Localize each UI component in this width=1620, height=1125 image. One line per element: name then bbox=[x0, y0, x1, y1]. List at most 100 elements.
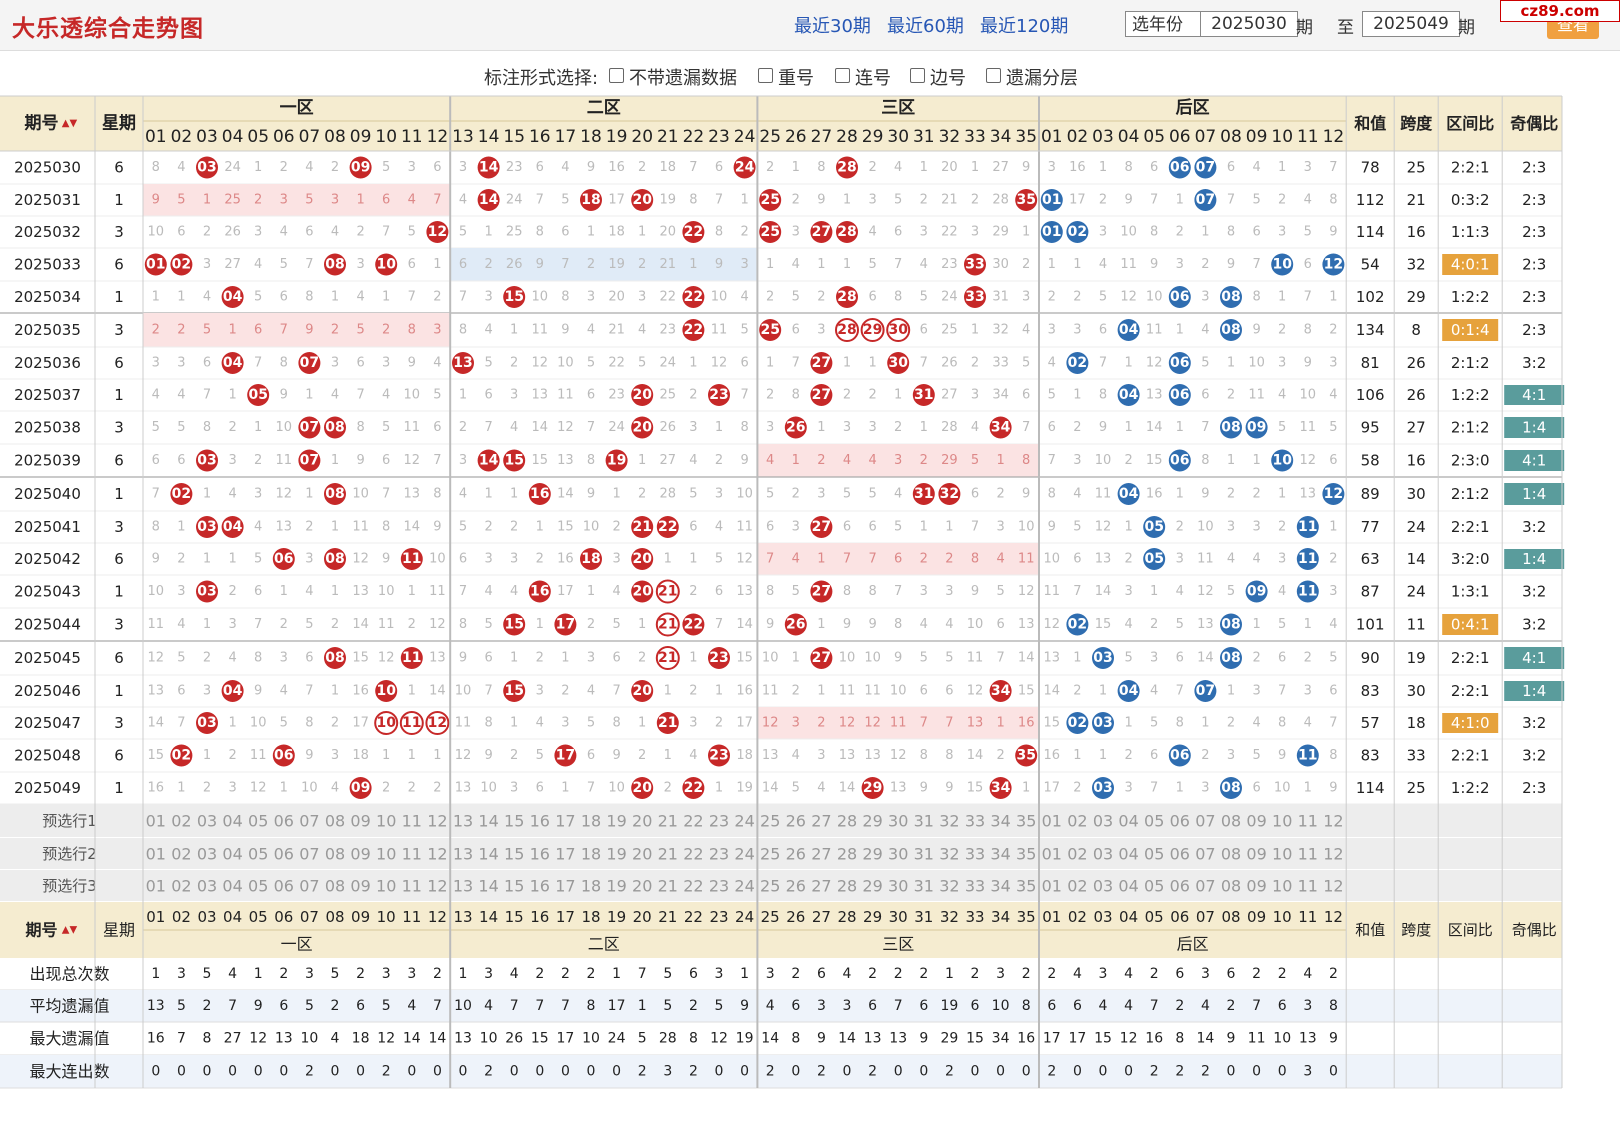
week-cell: 3 bbox=[114, 223, 124, 241]
miss-value: 5 bbox=[382, 160, 390, 175]
number-header: 18 bbox=[581, 908, 600, 926]
miss-value: 4 bbox=[1073, 487, 1081, 502]
recent-30-link[interactable]: 最近30期 bbox=[794, 16, 871, 37]
stats-value: 8 bbox=[689, 1031, 698, 1047]
front-ball bbox=[989, 680, 1012, 702]
drawn-number: 07 bbox=[300, 355, 319, 371]
miss-value: 1 bbox=[177, 781, 185, 796]
miss-value: 4 bbox=[1252, 552, 1260, 567]
miss-value: 10 bbox=[1120, 225, 1137, 240]
stats-value: 0 bbox=[1278, 1064, 1287, 1080]
back-ball bbox=[1092, 647, 1114, 669]
stats-value: 3 bbox=[1099, 966, 1108, 982]
miss-value: 27 bbox=[941, 388, 958, 403]
miss-value: 9 bbox=[433, 520, 441, 535]
miss-value: 2 bbox=[1252, 487, 1260, 502]
miss-value: 9 bbox=[1278, 748, 1286, 763]
miss-value: 1 bbox=[305, 487, 313, 502]
odd-even-cell: 4:1 bbox=[1522, 386, 1546, 404]
number-header: 08 bbox=[1221, 908, 1240, 926]
miss-value: 1 bbox=[254, 420, 262, 435]
miss-value: 8 bbox=[305, 290, 313, 305]
stats-value: 5 bbox=[663, 966, 672, 982]
ratio-cell: 0:4:1 bbox=[1451, 616, 1490, 634]
drawn-number: 15 bbox=[504, 453, 523, 469]
front-ball bbox=[631, 680, 654, 702]
recent-120-link[interactable]: 最近120期 bbox=[980, 16, 1069, 37]
preselect-number: 02 bbox=[1067, 812, 1087, 831]
miss-value: 1 bbox=[536, 617, 544, 632]
drawn-number: 12 bbox=[1324, 486, 1343, 502]
drawn-number: 34 bbox=[991, 780, 1011, 796]
front-ball bbox=[196, 712, 218, 734]
drawn-number: 22 bbox=[658, 519, 677, 535]
miss-value: 10 bbox=[301, 781, 318, 796]
miss-value: 6 bbox=[1150, 748, 1158, 763]
miss-value: 26 bbox=[506, 257, 523, 272]
week-cell: 3 bbox=[114, 616, 124, 634]
preselect-number: 22 bbox=[683, 877, 703, 896]
miss-value: 6 bbox=[1278, 651, 1286, 666]
preselect-number: 09 bbox=[1246, 812, 1266, 831]
stats-value: 3 bbox=[1303, 1064, 1312, 1080]
preselect-number: 19 bbox=[606, 845, 626, 864]
option-edge-checkbox[interactable]: 边号 bbox=[910, 64, 966, 90]
miss-value: 3 bbox=[280, 193, 288, 208]
miss-value: 6 bbox=[459, 552, 467, 567]
miss-value: 9 bbox=[715, 257, 723, 272]
miss-value: 4 bbox=[510, 420, 518, 435]
miss-value: 2 bbox=[1278, 323, 1286, 338]
miss-value: 23 bbox=[660, 323, 677, 338]
front-ball bbox=[682, 777, 705, 799]
miss-value: 1 bbox=[843, 356, 851, 371]
drawn-number: 10 bbox=[376, 257, 396, 273]
miss-value: 9 bbox=[587, 160, 595, 175]
miss-value: 4 bbox=[894, 487, 902, 502]
checkbox-icon bbox=[758, 68, 773, 83]
miss-value: 5 bbox=[254, 552, 262, 567]
back-ball bbox=[1066, 221, 1089, 243]
stats-value: 0 bbox=[356, 1064, 365, 1080]
option-label: 连号 bbox=[855, 68, 891, 89]
preselect-number: 23 bbox=[709, 877, 729, 896]
back-ball bbox=[1117, 319, 1140, 341]
option-no-miss-checkbox[interactable]: 不带遗漏数据 bbox=[609, 64, 737, 90]
miss-value: 2 bbox=[792, 487, 800, 502]
stats-value: 6 bbox=[1073, 998, 1082, 1014]
miss-value: 7 bbox=[715, 193, 723, 208]
to-issue-input[interactable]: 2025049 bbox=[1362, 11, 1460, 37]
miss-value: 9 bbox=[305, 323, 313, 338]
miss-value: 4 bbox=[305, 584, 313, 599]
from-issue-input[interactable]: 2025030 bbox=[1200, 11, 1298, 37]
stats-value: 10 bbox=[454, 998, 472, 1014]
front-ball bbox=[324, 253, 346, 276]
miss-value: 7 bbox=[561, 257, 569, 272]
miss-value: 10 bbox=[404, 388, 421, 403]
miss-value: 6 bbox=[843, 520, 851, 535]
option-layered-checkbox[interactable]: 遗漏分层 bbox=[986, 64, 1078, 90]
back-ball bbox=[1220, 613, 1242, 636]
miss-value: 5 bbox=[945, 651, 953, 666]
miss-value: 1 bbox=[510, 716, 518, 731]
miss-value: 4 bbox=[894, 160, 902, 175]
preselect-number: 27 bbox=[811, 845, 831, 864]
miss-value: 14 bbox=[352, 617, 369, 632]
option-repeat-checkbox[interactable]: 重号 bbox=[758, 64, 814, 90]
preselect-number: 05 bbox=[248, 877, 268, 896]
preselect-number: 18 bbox=[581, 812, 601, 831]
front-ball bbox=[221, 352, 244, 374]
stats-value: 7 bbox=[1252, 998, 1261, 1014]
stats-value: 3 bbox=[843, 998, 852, 1014]
option-consecutive-checkbox[interactable]: 连号 bbox=[835, 64, 891, 90]
miss-value: 1 bbox=[536, 520, 544, 535]
recent-60-link[interactable]: 最近60期 bbox=[887, 16, 964, 37]
sum-cell: 83 bbox=[1361, 682, 1380, 700]
drawn-number: 01 bbox=[1042, 224, 1061, 240]
stats-value: 2 bbox=[868, 966, 877, 982]
miss-value: 2 bbox=[331, 617, 339, 632]
miss-value: 9 bbox=[971, 584, 979, 599]
number-header: 12 bbox=[428, 908, 447, 926]
miss-value: 4 bbox=[1124, 617, 1132, 632]
miss-value: 4 bbox=[1329, 388, 1337, 403]
number-header: 26 bbox=[785, 127, 807, 147]
